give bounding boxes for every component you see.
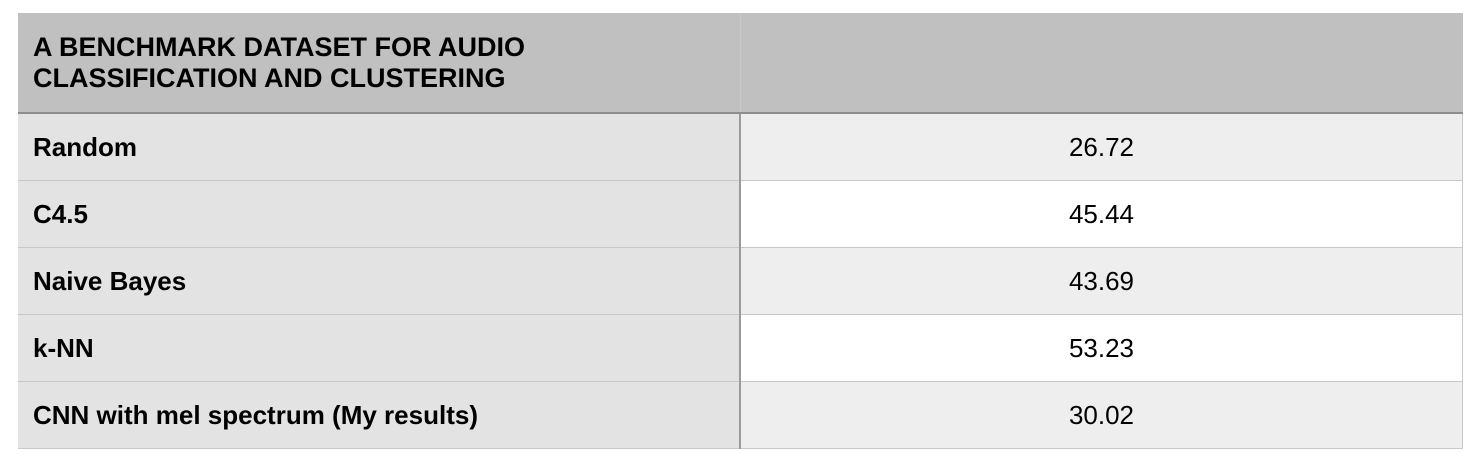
value-cell: 45.44	[740, 180, 1463, 248]
results-table: A BENCHMARK DATASET FOR AUDIO CLASSIFICA…	[18, 13, 1463, 449]
value-cell: 43.69	[740, 247, 1463, 315]
method-cell: Random	[18, 113, 741, 181]
table-header: A BENCHMARK DATASET FOR AUDIO CLASSIFICA…	[18, 13, 1463, 114]
method-cell: C4.5	[18, 180, 741, 248]
table-row: C4.5 45.44	[18, 180, 1463, 248]
header-value-cell	[739, 13, 1463, 114]
table-row: Random 26.72	[18, 113, 1463, 181]
table-row: k-NN 53.23	[18, 314, 1463, 382]
method-cell: k-NN	[18, 314, 741, 382]
method-cell: Naive Bayes	[18, 247, 741, 315]
table-row: CNN with mel spectrum (My results) 30.02	[18, 381, 1463, 449]
value-cell: 30.02	[740, 381, 1463, 449]
table-title: A BENCHMARK DATASET FOR AUDIO CLASSIFICA…	[18, 13, 740, 114]
table-row: Naive Bayes 43.69	[18, 247, 1463, 315]
value-cell: 26.72	[740, 113, 1463, 181]
value-cell: 53.23	[740, 314, 1463, 382]
method-cell: CNN with mel spectrum (My results)	[18, 381, 741, 449]
